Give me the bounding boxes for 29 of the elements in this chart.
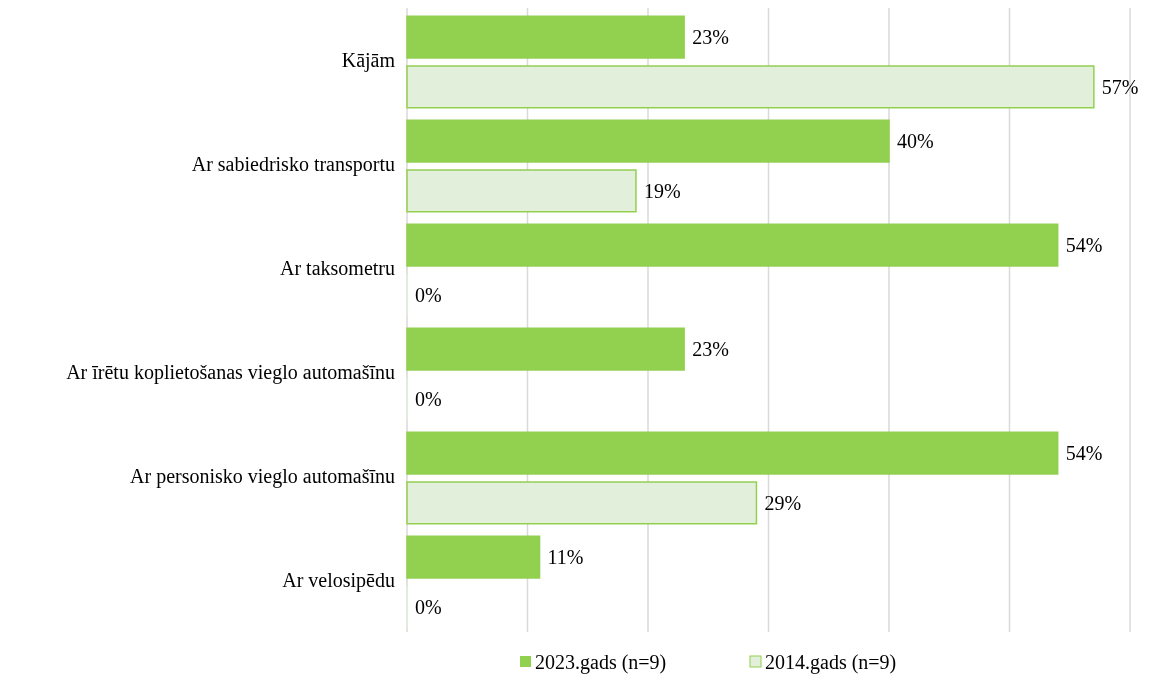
data-label: 0%: [415, 595, 442, 618]
bar: [406, 65, 1095, 109]
y-tick-label: Ar personisko vieglo automašīnu: [130, 465, 395, 488]
data-label: 54%: [1065, 442, 1103, 465]
data-label: 23%: [692, 26, 729, 49]
data-label: 11%: [547, 546, 584, 569]
data-label: 40%: [897, 130, 934, 153]
bar: [406, 169, 637, 213]
y-tick-label: Ar velosipēdu: [282, 569, 395, 592]
y-tick-label: Ar taksometru: [280, 257, 395, 279]
bar: [406, 119, 890, 163]
data-label: 19%: [643, 179, 681, 202]
bar: [406, 327, 685, 371]
legend-label: 2023.gads (n=9): [535, 651, 667, 674]
data-label: 57%: [1101, 75, 1139, 98]
bar: [406, 15, 685, 59]
y-tick-label: Ar īrētu koplietošanas vieglo automašīnu: [66, 361, 395, 384]
data-label: 0%: [415, 283, 442, 306]
bar: [406, 223, 1059, 267]
data-label: 23%: [692, 338, 729, 361]
bar: [406, 481, 758, 525]
data-label: 0%: [415, 387, 442, 410]
y-tick-label: Ar sabiedrisko transportu: [191, 153, 395, 176]
bar: [406, 535, 541, 579]
data-label: 54%: [1065, 234, 1103, 257]
y-tick-label: Kājām: [341, 49, 396, 72]
data-label: 29%: [764, 491, 802, 514]
bar: [406, 431, 1059, 475]
legend-label: 2014.gads (n=9): [765, 651, 897, 674]
